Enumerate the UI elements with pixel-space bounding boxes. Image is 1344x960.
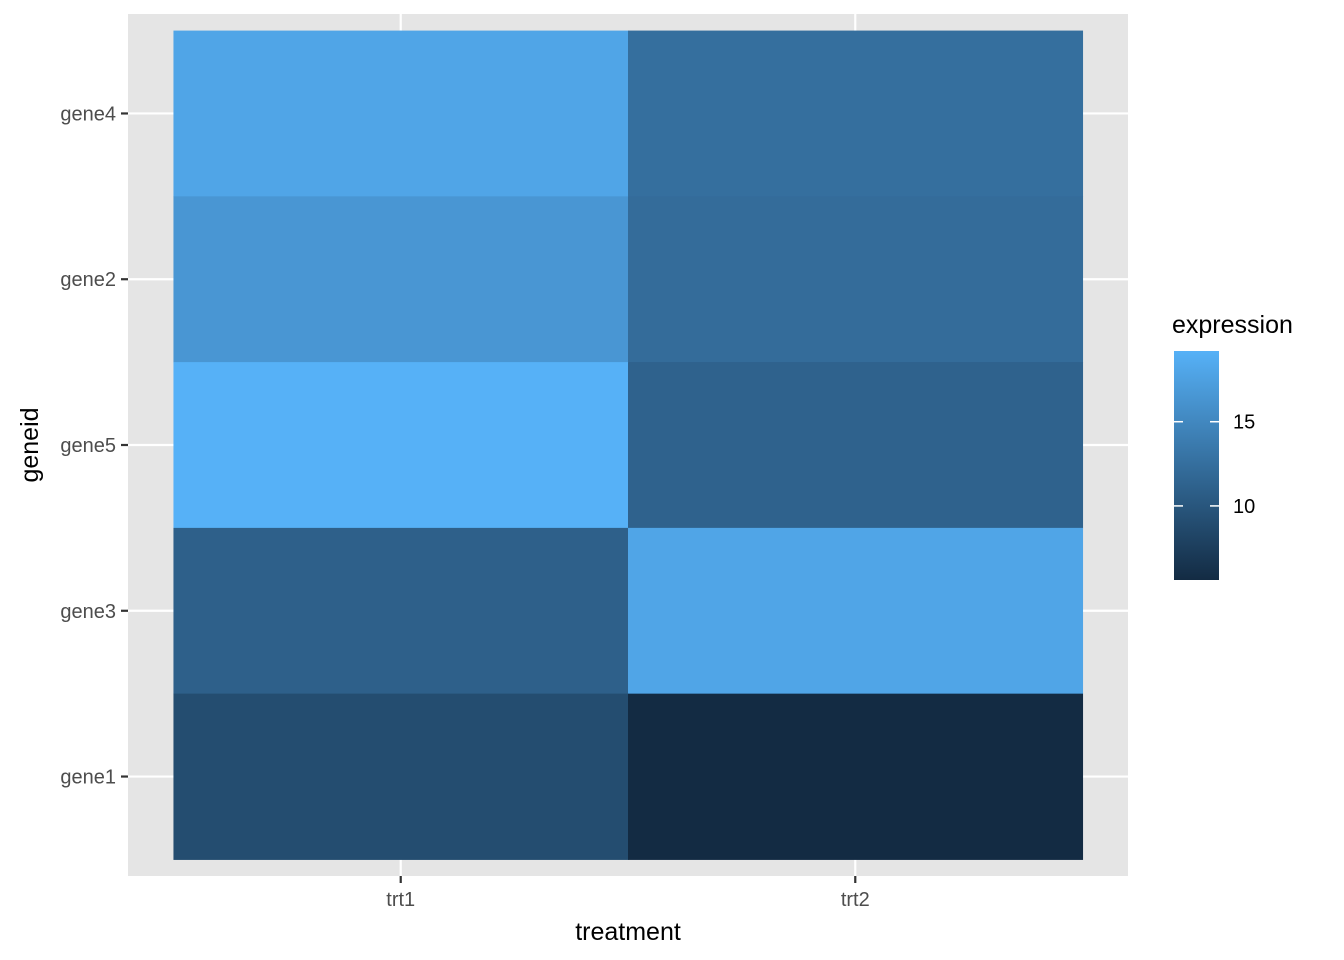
heatmap-cell-trt2-gene1: [628, 693, 1084, 860]
heatmap-cell-trt1-gene2: [173, 196, 629, 363]
heatmap-cells: [173, 30, 1084, 860]
y-tick-label-gene4: gene4: [60, 103, 116, 125]
heatmap-cell-trt2-gene2: [628, 196, 1084, 363]
y-axis: gene1 gene3 gene5 gene2 gene4: [60, 103, 128, 789]
heatmap-cell-trt1-gene4: [173, 30, 629, 197]
legend-title: expression: [1172, 311, 1293, 339]
heatmap-cell-trt1-gene3: [173, 527, 629, 695]
x-axis-title: treatment: [575, 918, 681, 946]
x-axis: trt1 trt2: [386, 876, 870, 911]
legend-label-10: 10: [1233, 496, 1255, 518]
y-tick-label-gene5: gene5: [60, 435, 116, 457]
x-tick-label-trt2: trt2: [841, 889, 870, 911]
heatmap-cell-trt2-gene5: [628, 362, 1084, 529]
legend-colorbar: [1174, 351, 1219, 580]
heatmap-cell-trt1-gene5: [173, 362, 629, 529]
y-tick-label-gene3: gene3: [60, 601, 116, 623]
legend-label-15: 15: [1233, 412, 1255, 434]
legend: expression 10 15: [1172, 311, 1293, 580]
heatmap-cell-trt1-gene1: [173, 693, 629, 860]
x-tick-label-trt1: trt1: [386, 889, 415, 911]
y-tick-label-gene1: gene1: [60, 767, 116, 789]
heatmap-cell-trt2-gene4: [628, 30, 1084, 197]
heatmap-cell-trt2-gene3: [628, 527, 1084, 695]
y-axis-title: geneid: [16, 407, 44, 482]
y-tick-label-gene2: gene2: [60, 269, 116, 291]
